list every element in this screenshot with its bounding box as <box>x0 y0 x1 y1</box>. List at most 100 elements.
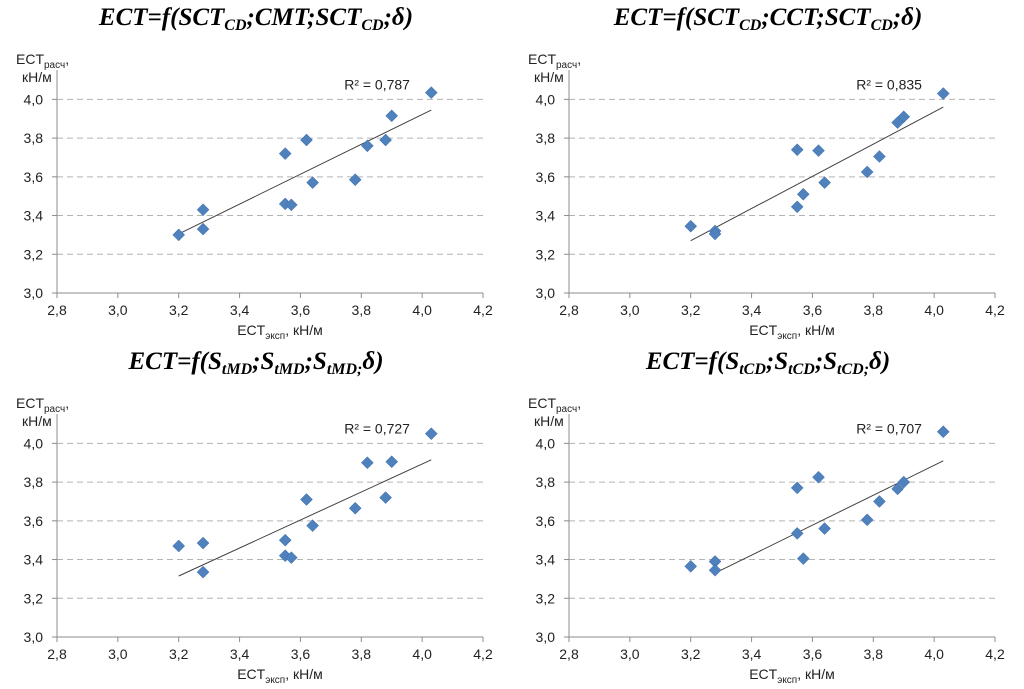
x-tick-label: 4,2 <box>473 302 493 318</box>
y-tick-label: 3,6 <box>24 513 44 529</box>
data-point <box>196 203 210 217</box>
data-point <box>385 455 399 469</box>
chart-title: ECT=f(SCTCD;CMT;SCTCD;δ) <box>98 4 414 34</box>
data-point <box>300 133 313 147</box>
title-subscript: CD <box>870 17 893 34</box>
data-point <box>790 143 804 157</box>
data-point <box>790 527 804 540</box>
chart-title: ECT=f(SCTCD;CCT;SCTCD;δ) <box>613 4 923 34</box>
x-tick-label: 3,6 <box>291 646 311 662</box>
y-axis-label: ECTрасч, <box>528 395 581 415</box>
x-tick-label: 3,2 <box>681 302 701 318</box>
data-point <box>873 495 886 508</box>
title-subscript: tMD <box>274 361 305 378</box>
data-point <box>379 133 392 147</box>
data-point <box>891 482 904 496</box>
y-tick-label: 3,8 <box>536 474 556 490</box>
x-tick-label: 2,8 <box>47 646 67 662</box>
x-tick-label: 3,6 <box>803 646 823 662</box>
data-point <box>860 165 874 179</box>
trendline <box>714 460 944 574</box>
x-tick-label: 3,2 <box>169 302 189 318</box>
r-squared-label: R² = 0,727 <box>344 421 410 437</box>
chart-plot: 3,03,23,43,63,84,02,8 3,0 3,2 3,4 3,6 3,8 4,0 4… <box>528 395 1005 686</box>
y-tick-label: 3,6 <box>536 169 556 185</box>
x-tick-label: 3,0 <box>620 302 640 318</box>
chart-title: ECT=f(StCD;StCD;StCD;δ) <box>645 348 891 378</box>
data-point <box>684 559 698 573</box>
y-tick-label: 3,2 <box>536 246 556 262</box>
x-tick-label: 2,8 <box>47 302 67 318</box>
y-tick-label: 3,2 <box>24 590 44 606</box>
chart-panel-4: ECT=f(StCD;StCD;StCD;δ) 3,0 3,2 3,4 3,6 3,8 4… <box>512 344 1024 689</box>
x-tick-label: 4,0 <box>924 646 944 662</box>
data-point <box>284 551 298 564</box>
trendline <box>178 109 432 235</box>
data-point <box>172 228 186 242</box>
y-tick-label: 4,0 <box>536 91 556 107</box>
y-tick-label: 4,0 <box>24 91 44 107</box>
y-axis-label-units: кН/м <box>22 69 52 85</box>
data-point <box>796 552 810 565</box>
data-point <box>284 198 298 212</box>
data-point <box>278 533 292 547</box>
data-point <box>818 176 831 189</box>
y-tick-label: 3,2 <box>536 590 556 606</box>
chart-plot: 3,03,23,43,63,84,02,8 3,0 3,2 3,4 3,6 3,8 4,0 4… <box>16 51 493 342</box>
x-tick-label: 3,8 <box>864 646 884 662</box>
title-subscript: tCD <box>788 361 815 378</box>
title-subscript: tMD <box>221 361 253 378</box>
y-tick-label: 3,8 <box>24 474 44 490</box>
r-squared-label: R² = 0,707 <box>856 421 922 437</box>
title-subscript: tCD <box>739 361 766 378</box>
title-subscript: tCD; <box>837 361 870 378</box>
x-tick-label: 3,4 <box>742 646 762 662</box>
y-tick-label: 3,6 <box>536 513 556 529</box>
y-tick-label: 3,4 <box>24 552 44 568</box>
y-tick-label: 3,2 <box>24 246 44 262</box>
y-axis-label-units: кН/м <box>534 413 564 429</box>
x-tick-label: 4,2 <box>473 646 493 662</box>
y-tick-label: 3,8 <box>24 130 44 146</box>
x-tick-label: 3,4 <box>230 302 250 318</box>
r-squared-label: R² = 0,787 <box>344 77 410 93</box>
data-point <box>936 87 950 100</box>
data-point <box>812 470 825 484</box>
data-point <box>379 491 392 504</box>
data-point <box>196 536 210 550</box>
data-point <box>812 144 825 158</box>
x-tick-label: 4,2 <box>985 302 1005 318</box>
data-point <box>936 425 950 439</box>
data-point <box>306 519 319 533</box>
x-tick-label: 2,8 <box>559 646 579 662</box>
x-axis-label: ECTэксп, кН/м <box>749 666 835 686</box>
data-point <box>790 200 804 214</box>
trendline <box>690 106 944 242</box>
data-point <box>424 86 438 99</box>
title-subscript: tMD; <box>326 361 363 378</box>
x-tick-label: 3,2 <box>681 646 701 662</box>
chart-plot: 3,03,23,43,63,84,02,8 3,0 3,2 3,4 3,6 3,8 4,0 4… <box>528 51 1005 342</box>
x-tick-label: 3,4 <box>742 302 762 318</box>
data-point <box>361 139 374 153</box>
data-point <box>684 219 698 233</box>
data-point <box>361 456 374 470</box>
x-tick-label: 3,6 <box>803 302 823 318</box>
y-axis-label: ECTрасч, <box>528 51 581 71</box>
data-point <box>897 475 911 489</box>
y-tick-label: 3,4 <box>536 552 556 568</box>
y-tick-label: 4,0 <box>24 435 44 451</box>
y-axis-label: ECTрасч, <box>16 51 69 71</box>
x-tick-label: 3,4 <box>230 646 250 662</box>
data-point <box>300 493 313 506</box>
data-point <box>385 109 399 123</box>
x-tick-label: 3,6 <box>291 302 311 318</box>
x-tick-label: 4,0 <box>412 302 432 318</box>
title-subscript: CD <box>739 17 762 34</box>
x-tick-label: 3,0 <box>108 646 128 662</box>
y-tick-label: 3,4 <box>24 208 44 224</box>
data-point <box>278 147 292 160</box>
title-subscript: CD <box>361 17 384 34</box>
y-axis-label: ECTрасч, <box>16 395 69 415</box>
chart-panel-3: ECT=f(StMD;StMD;StMD;δ) 3,0 3,2 3,4 3,6 3,8 4… <box>0 344 512 689</box>
